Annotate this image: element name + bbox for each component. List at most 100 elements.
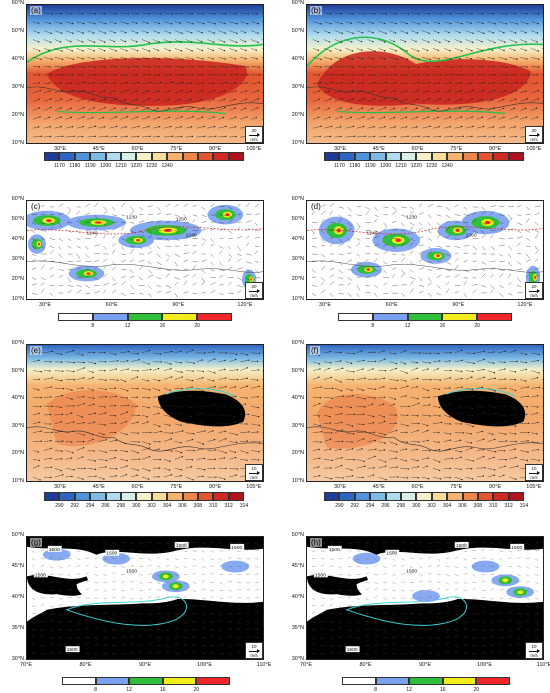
wind-vector-head — [237, 369, 238, 370]
wind-vector-head — [526, 58, 527, 59]
wind-vector-head — [126, 434, 127, 435]
wind-vector-head — [352, 475, 353, 476]
wind-vector-head — [169, 66, 170, 67]
wind-vector-head — [94, 422, 95, 423]
colorbar-swatch — [509, 492, 524, 501]
wind-vector-head — [525, 90, 526, 91]
colorbar-swatch — [183, 152, 198, 161]
wind-vector-head — [214, 13, 215, 14]
wind-vector-head — [95, 13, 96, 14]
wind-vector-head — [363, 82, 364, 83]
wind-vector-head — [394, 403, 395, 404]
wind-speed-region — [95, 221, 102, 223]
wind-vector-head — [405, 380, 406, 381]
wind-vector-head — [60, 470, 61, 471]
wind-vector-head — [73, 405, 74, 406]
wind-vector-head — [418, 136, 419, 137]
wind-vector-head — [191, 41, 192, 42]
wind-vector-head — [449, 404, 450, 405]
colorbar-tick-label: 16 — [152, 323, 172, 329]
wind-vector-head — [82, 478, 83, 479]
x-tick-label: 120°E — [510, 302, 540, 308]
wind-vector-head — [385, 479, 386, 480]
wind-vector-head — [375, 67, 376, 68]
wind-vector-head — [493, 66, 494, 67]
colorbar-swatch — [342, 677, 376, 685]
wind-vector-head — [203, 443, 204, 444]
wind-vector-head — [340, 107, 341, 108]
wind-vector-head — [104, 99, 105, 100]
wind-vector-head — [395, 32, 396, 33]
wind-vector-head — [463, 136, 464, 137]
y-tick-label: 30°N — [278, 256, 304, 262]
panel-label: (e) — [30, 346, 42, 355]
wind-vector-head — [484, 424, 485, 425]
wind-vector-head — [84, 367, 85, 368]
wind-vector-head — [384, 421, 385, 422]
wind-vector-head — [83, 32, 84, 33]
wind-vector-head — [419, 82, 420, 83]
wind-vector-head — [246, 397, 247, 398]
wind-vector-head — [340, 352, 341, 353]
wind-vector-head — [504, 362, 505, 363]
wind-vector-head — [351, 363, 352, 364]
colorbar-tick-label: 20 — [187, 323, 207, 329]
wind-vector-head — [473, 460, 474, 461]
wind-vector-head — [494, 372, 495, 373]
wind-vector-head — [83, 98, 84, 99]
wind-vector-head — [340, 90, 341, 91]
wind-vector-head — [245, 41, 246, 42]
wind-vector-head — [448, 99, 449, 100]
x-tick-label: 110°E — [529, 662, 550, 668]
wind-vector-head — [82, 456, 83, 457]
wind-vector-head — [83, 447, 84, 448]
wind-vector-head — [192, 59, 193, 60]
wind-vector-head — [319, 368, 320, 369]
wind-vector-head — [248, 359, 249, 360]
wind-vector-head — [416, 362, 417, 363]
x-tick-label: 80°E — [71, 662, 101, 668]
wind-vector-head — [116, 368, 117, 369]
wind-vector-head — [374, 13, 375, 14]
wind-vector-head — [192, 74, 193, 75]
colorbar-swatch — [136, 152, 151, 161]
wind-vector-head — [427, 66, 428, 67]
colorbar-tick-label: 314 — [514, 503, 534, 509]
wind-vector-head — [106, 136, 107, 137]
wind-vector-head — [472, 74, 473, 75]
wind-vector-head — [537, 422, 538, 423]
wind-vector-head — [202, 476, 203, 477]
wind-vector-head — [136, 99, 137, 100]
wind-vector-head — [330, 50, 331, 51]
wind-vector-head — [481, 108, 482, 109]
wind-vector-head — [246, 82, 247, 83]
wind-vector-head — [494, 439, 495, 440]
wind-vector-head — [236, 354, 237, 355]
wind-vector-head — [427, 23, 428, 24]
contour-label: 1500 — [126, 568, 137, 574]
tibetan-plateau-mask — [27, 599, 263, 659]
wind-vector-head — [407, 415, 408, 416]
wind-vector-head — [405, 41, 406, 42]
wind-vector-head — [440, 478, 441, 479]
wind-vector-head — [160, 82, 161, 83]
wind-vector-head — [471, 447, 472, 448]
wind-vector-head — [41, 136, 42, 137]
wind-vector-head — [258, 416, 259, 417]
wind-vector-head — [515, 98, 516, 99]
wind-vector-head — [494, 390, 495, 391]
wind-vector-head — [117, 360, 118, 361]
wind-vector-head — [493, 424, 494, 425]
wind-vector-head — [352, 33, 353, 34]
colorbar-swatch — [96, 677, 130, 685]
wind-vector-head — [397, 380, 398, 381]
wind-vector-head — [137, 370, 138, 371]
y-tick-label: 40°N — [278, 594, 304, 600]
wind-vector-head — [61, 50, 62, 51]
x-tick-label: 75°E — [441, 484, 471, 490]
wind-vector-head — [137, 32, 138, 33]
wind-vector-head — [235, 58, 236, 59]
colorbar-swatch — [478, 152, 493, 161]
wind-vector-head — [159, 441, 160, 442]
